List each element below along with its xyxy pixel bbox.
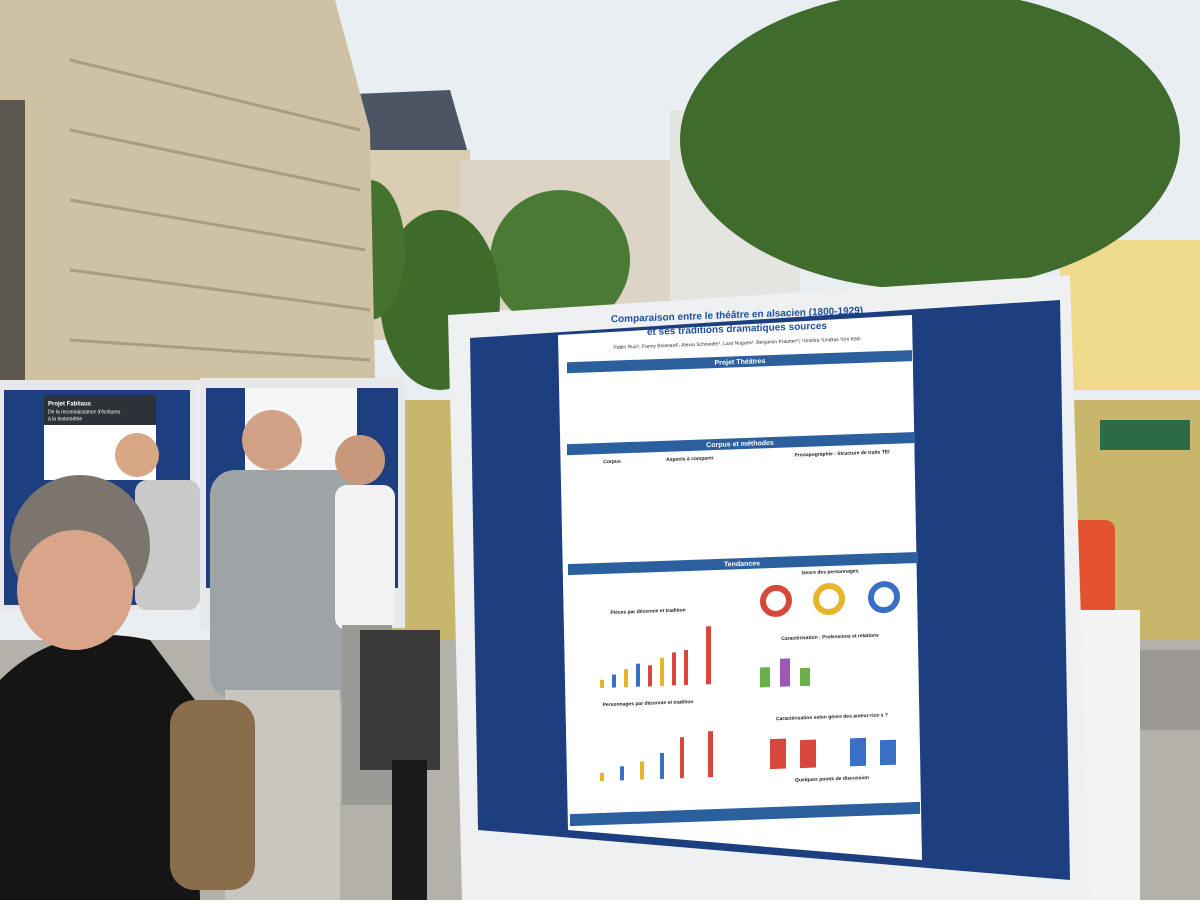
section-bar — [568, 551, 918, 576]
person — [0, 635, 200, 900]
footer-bar — [570, 801, 920, 827]
subheading: Caractérisation : Professions et relatio… — [781, 633, 879, 642]
section-bar — [567, 432, 915, 456]
stone-building — [0, 0, 375, 380]
donut-icon — [868, 581, 900, 614]
subheading: Personnages par décennie et tradition — [603, 699, 694, 708]
poster-title: Projet Fabliaux — [48, 402, 92, 408]
section-title: Projet Théâtres — [715, 358, 766, 367]
stone-joints — [69, 58, 371, 362]
window — [0, 100, 25, 380]
poster-subtitle: à la textométrie — [48, 416, 82, 422]
subheading: Aspects à comparer — [666, 455, 714, 463]
bar-icons — [600, 626, 896, 782]
subheading: Corpus — [603, 459, 621, 466]
subheading: Genre des personnages — [802, 568, 859, 576]
section-title: Tendances — [724, 560, 760, 568]
sign-stand — [360, 630, 440, 770]
subheading: Quelques points de discussion — [795, 775, 869, 784]
person-head — [115, 433, 159, 477]
person-head — [242, 410, 302, 470]
tree — [680, 0, 1180, 290]
donut-icon — [760, 584, 792, 617]
poster-content: Comparaison entre le théâtre en alsacien… — [567, 306, 920, 827]
poster-header — [44, 395, 156, 425]
stand-pole — [392, 760, 427, 900]
section-bar — [567, 350, 912, 374]
section-title: Corpus et méthodes — [706, 440, 774, 449]
person-head — [335, 435, 385, 485]
building — [1060, 240, 1200, 390]
person — [135, 480, 200, 610]
bench — [1100, 420, 1190, 450]
subheading: Prosopographie : Structure de traits TEI — [795, 449, 891, 458]
poster-subtitle: De la reconnaissance d'écritures — [48, 409, 121, 415]
person-head — [17, 530, 133, 650]
subheading: Caractérisation selon genre des auteur·r… — [776, 712, 888, 722]
bag — [170, 700, 255, 890]
person — [335, 485, 395, 630]
person — [210, 470, 360, 700]
tree — [490, 190, 630, 330]
subheading: Pièces par décennie et tradition — [610, 607, 685, 616]
donut-icon — [813, 583, 845, 616]
